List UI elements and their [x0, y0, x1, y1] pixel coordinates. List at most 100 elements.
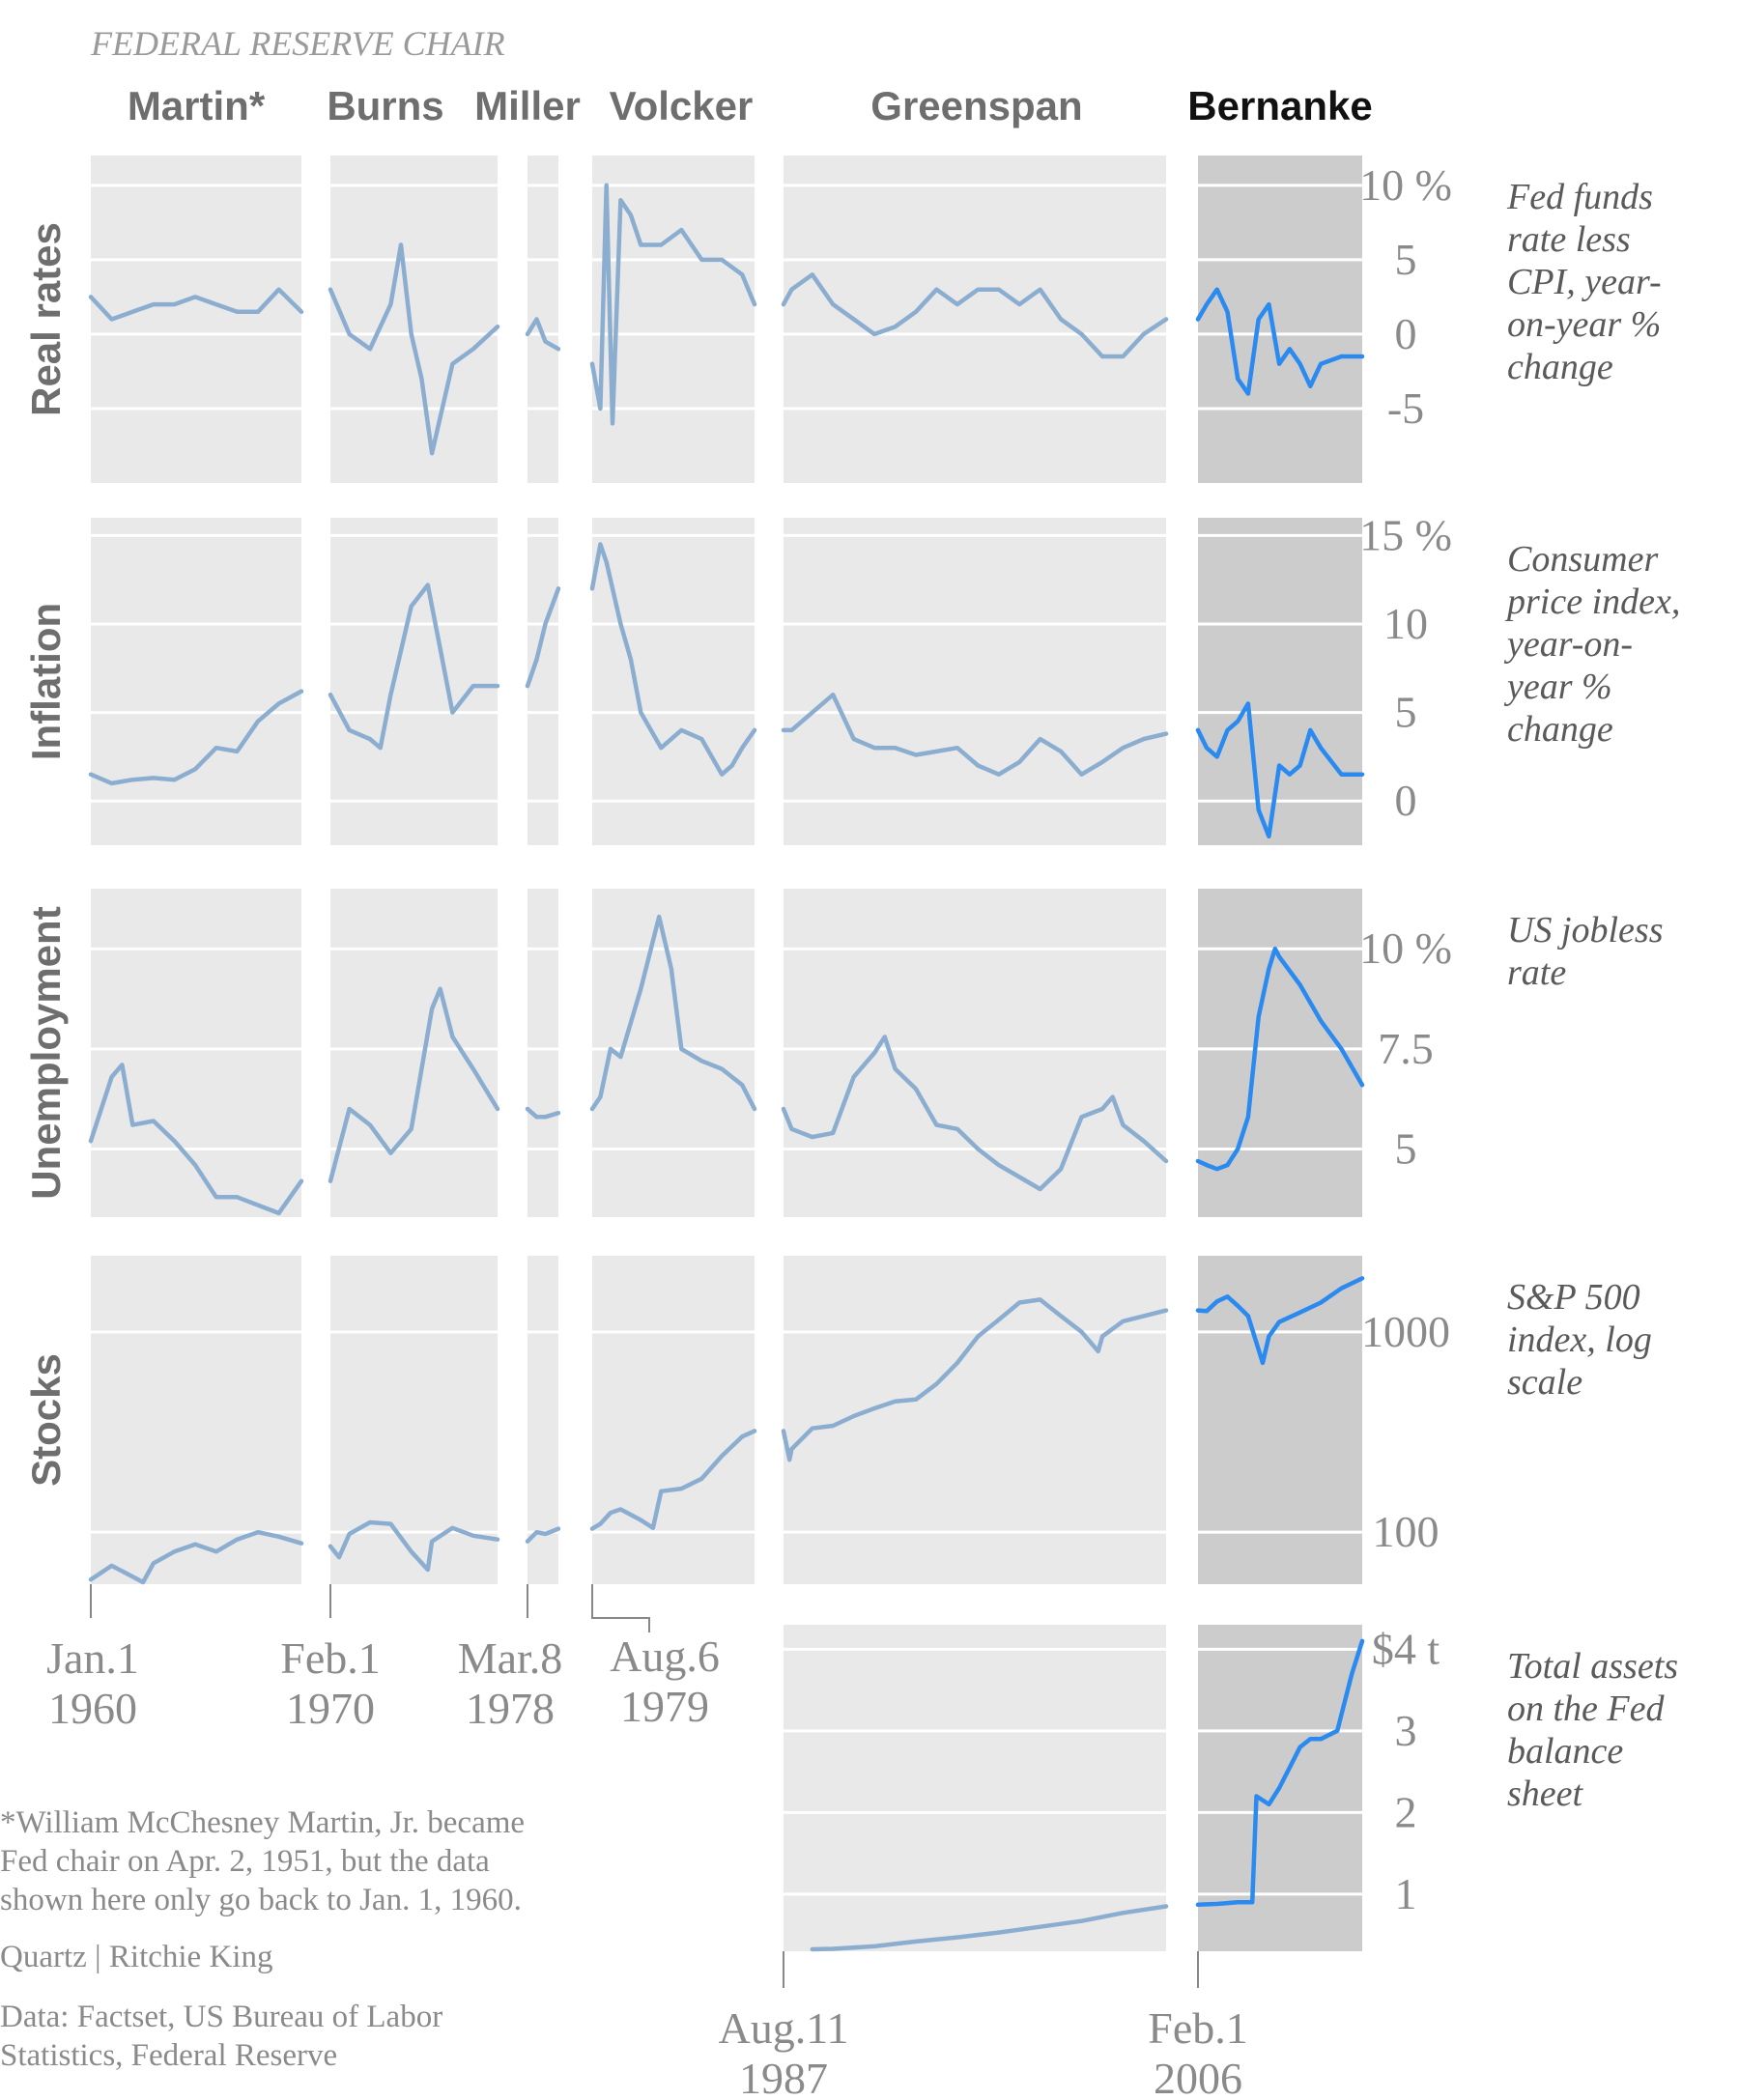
start-date-2-line2: 1978 — [466, 1684, 555, 1733]
series-line-inflation-5 — [1195, 701, 1365, 839]
series-line-real_rates-5 — [1195, 287, 1365, 396]
chair-start-dates: Jan.11960Feb.11970Mar.81978Aug.61979Aug.… — [46, 1584, 1248, 2100]
panel-unemployment-3 — [592, 889, 755, 1217]
row-description-unemployment-1: rate — [1507, 952, 1566, 993]
source-line-0: Data: Factset, US Bureau of Labor — [0, 2000, 442, 2034]
series-line-unemployment-5 — [1195, 946, 1365, 1172]
chair-names: Martin* Burns Miller Volcker Greenspan Bernan… — [128, 83, 1373, 128]
row-description-real_rates-4: change — [1507, 347, 1613, 387]
row-description-real_rates-0: Fed funds — [1506, 177, 1653, 217]
row-description-real_rates-1: rate less — [1507, 219, 1631, 260]
row-label-stocks: Stocks — [23, 1353, 69, 1487]
panel-real_rates-5 — [1198, 156, 1362, 483]
ytick-label-inflation-2: 5 — [1395, 688, 1417, 737]
row-description-fed_assets-2: balance — [1507, 1731, 1623, 1772]
panel-stocks-3 — [592, 1256, 755, 1584]
series-line-inflation-1 — [328, 582, 500, 751]
series-line-unemployment-2 — [525, 1106, 561, 1120]
chair-name-3: Volcker — [610, 83, 754, 128]
ytick-label-fed_assets-0: $4 t — [1372, 1624, 1440, 1673]
chair-name-0: Martin* — [128, 83, 266, 128]
row-description-fed_assets-3: sheet — [1507, 1774, 1584, 1814]
series-line-real_rates-3 — [589, 183, 757, 426]
start-date-1-line1: Feb.1 — [280, 1633, 381, 1683]
series-line-stocks-4 — [781, 1297, 1169, 1462]
panel-unemployment-0 — [91, 889, 301, 1217]
start-date-3-line2: 1979 — [620, 1682, 709, 1731]
series-line-inflation-2 — [525, 586, 561, 689]
row-description-inflation-1: price index, — [1504, 582, 1680, 622]
start-date-4-line2: 1987 — [739, 2054, 828, 2100]
panel-stocks-5 — [1198, 1256, 1362, 1584]
ytick-label-real_rates-1: 5 — [1395, 235, 1417, 284]
row-label-real_rates: Real rates — [23, 222, 69, 416]
series-line-fed_assets-0 — [810, 1904, 1169, 1952]
series-line-real_rates-1 — [328, 242, 500, 456]
panel-inflation-3 — [592, 518, 755, 845]
source-line-1: Statistics, Federal Reserve — [0, 2038, 337, 2073]
panel-unemployment-1 — [330, 889, 498, 1217]
ytick-label-unemployment-0: 10 % — [1359, 923, 1452, 973]
start-date-5-line2: 2006 — [1154, 2054, 1242, 2100]
panel-inflation-0 — [91, 518, 301, 845]
chair-name-4: Greenspan — [870, 83, 1082, 128]
row-description-stocks-1: index, log — [1507, 1320, 1652, 1360]
ytick-label-unemployment-1: 7.5 — [1378, 1024, 1434, 1073]
row-description-inflation-0: Consumer — [1507, 539, 1658, 580]
series-line-fed_assets-1 — [1195, 1638, 1365, 1908]
ytick-label-fed_assets-2: 2 — [1395, 1787, 1417, 1836]
series-line-inflation-3 — [589, 542, 757, 777]
panel-fed_assets-4 — [784, 1625, 1166, 1951]
row-description-inflation-3: year % — [1503, 667, 1612, 707]
series-line-inflation-4 — [781, 692, 1169, 777]
panel-real_rates-4 — [784, 156, 1166, 483]
ytick-label-fed_assets-3: 1 — [1395, 1869, 1417, 1918]
start-date-1-line2: 1970 — [286, 1684, 375, 1733]
panel-inflation-5 — [1198, 518, 1362, 845]
footnote-line-1: Fed chair on Apr. 2, 1951, but the data — [0, 1844, 490, 1879]
panel-unemployment-5 — [1198, 889, 1362, 1217]
row-description-fed_assets-0: Total assets — [1507, 1646, 1678, 1687]
series-line-stocks-0 — [88, 1529, 304, 1585]
ytick-label-real_rates-2: 0 — [1395, 309, 1417, 358]
start-date-5-line1: Feb.1 — [1148, 2003, 1248, 2053]
start-date-0-line2: 1960 — [48, 1684, 137, 1733]
series-line-unemployment-1 — [328, 986, 500, 1183]
panel-unemployment-4 — [784, 889, 1166, 1217]
panel-inflation-2 — [527, 518, 558, 845]
series-line-real_rates-2 — [525, 317, 561, 352]
series-line-stocks-5 — [1195, 1276, 1365, 1366]
row-description-real_rates-3: on-year % — [1507, 304, 1661, 345]
chair-name-1: Burns — [327, 83, 443, 128]
series-line-stocks-2 — [525, 1526, 561, 1544]
start-date-3-line1: Aug.6 — [610, 1632, 720, 1681]
row-description-real_rates-2: CPI, year- — [1507, 262, 1662, 302]
ytick-label-inflation-0: 15 % — [1359, 510, 1452, 559]
credit: Quartz | Ritchie King — [0, 1940, 272, 1974]
row-description-stocks-2: scale — [1507, 1362, 1582, 1403]
series-line-unemployment-3 — [589, 914, 757, 1112]
series-line-unemployment-4 — [781, 1035, 1169, 1192]
ytick-label-real_rates-0: 10 % — [1359, 160, 1452, 210]
panel-real_rates-1 — [330, 156, 498, 483]
row-label-inflation: Inflation — [23, 603, 69, 760]
chair-name-2: Miller — [474, 83, 581, 128]
supertitle: FEDERAL RESERVE CHAIR — [90, 24, 505, 63]
series-line-unemployment-0 — [88, 1063, 304, 1216]
ytick-label-inflation-3: 0 — [1395, 776, 1417, 825]
start-date-2-line1: Mar.8 — [458, 1633, 563, 1683]
panel-inflation-4 — [784, 518, 1166, 845]
row-description-unemployment-0: US jobless — [1507, 910, 1664, 951]
footnote-block: *William McChesney Martin, Jr. became Fed… — [0, 1805, 525, 2073]
series-line-stocks-1 — [328, 1519, 500, 1573]
panel-real_rates-0 — [91, 156, 301, 483]
row-description-fed_assets-1: on the Fed — [1507, 1689, 1666, 1729]
row-description-stocks-0: S&P 500 — [1507, 1277, 1640, 1318]
chair-name-5: Bernanke — [1187, 83, 1372, 128]
